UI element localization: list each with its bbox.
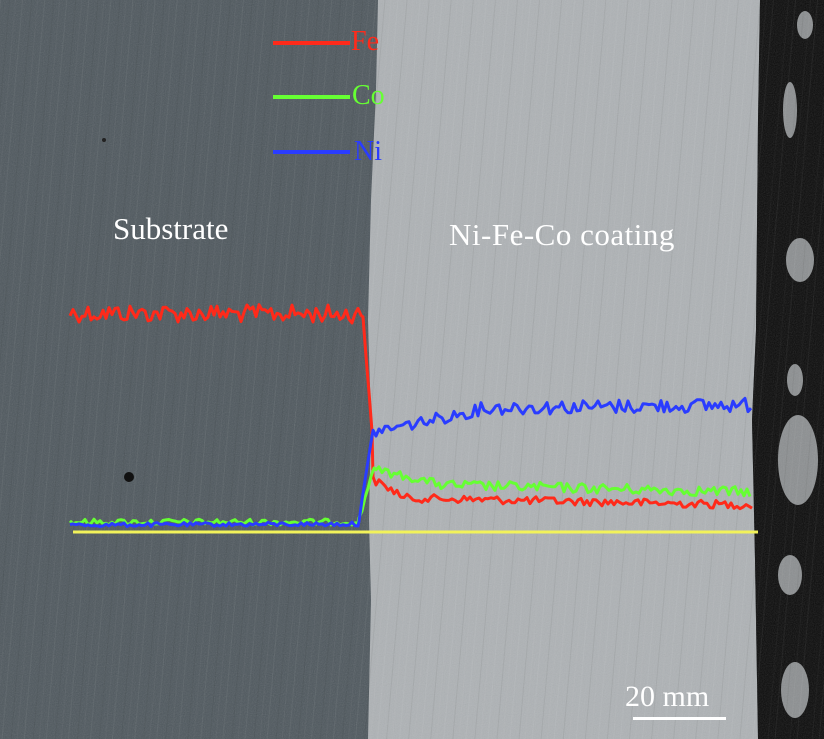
ni-linescan-trace (69, 396, 753, 529)
scale-bar-label: 20 mm (625, 680, 710, 713)
fe-linescan-trace (68, 303, 753, 511)
co-linescan-trace (68, 465, 752, 527)
legend-ni-label: Ni (354, 136, 382, 167)
scale-bar (633, 717, 726, 720)
legend-fe-label: Fe (351, 26, 379, 57)
inclusion-dot (124, 472, 134, 482)
coating-label: Ni-Fe-Co coating (449, 217, 675, 252)
inclusion-dot (102, 138, 106, 142)
substrate-label: Substrate (113, 211, 229, 246)
legend-co-label: Co (352, 80, 385, 111)
